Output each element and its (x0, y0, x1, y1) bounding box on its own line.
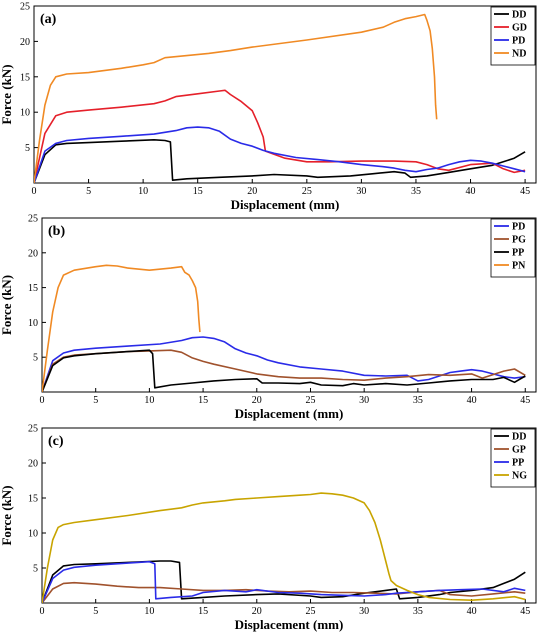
x-tick-label: 15 (198, 606, 208, 617)
chart-panel-1: 0 5 10 15 20 25 30 35 40 45510152025Displacement … (0, 2, 537, 212)
y-tick-label: 10 (28, 529, 38, 540)
y-tick-label: 5 (33, 564, 38, 575)
x-tick-label: 35 (411, 186, 421, 197)
x-tick-label: 10 (144, 395, 154, 406)
y-tick-label: 20 (28, 248, 38, 259)
x-tick-label: 10 (144, 606, 154, 617)
x-tick-label: 10 (138, 186, 148, 197)
series-group (42, 492, 526, 603)
x-tick-label: 20 (247, 186, 257, 197)
legend-label-dd: DD (512, 10, 526, 21)
chart-panel-2: 0 5 10 15 20 25 30 35 40 45510152025Displacement … (0, 214, 537, 421)
y-tick-label: 5 (25, 143, 30, 154)
x-tick-label: 5 (93, 395, 98, 406)
x-tick-label: 45 (520, 186, 530, 197)
legend-box (490, 428, 536, 488)
y-axis-title: Force (kN) (0, 64, 14, 124)
chart-panel-3: 0 5 10 15 20 25 30 35 40 45510152025Displacement … (0, 424, 537, 632)
legend-label-pd: PD (512, 36, 525, 47)
legend-label-dd: DD (512, 432, 526, 443)
legend-box (490, 218, 536, 278)
x-tick-label: 25 (305, 606, 315, 617)
series-line-pd (34, 126, 526, 183)
x-tick-label: 5 (93, 606, 98, 617)
y-tick-label: 20 (28, 459, 38, 470)
plot-frame (41, 427, 537, 604)
plot-frame (33, 5, 537, 184)
y-axis-title: Force (kN) (0, 485, 14, 545)
series-line-pg (42, 349, 526, 392)
x-tick-label: 35 (413, 395, 423, 406)
panel-label: (c) (48, 434, 64, 449)
x-axis-title: Displacement (mm) (235, 406, 344, 421)
y-axis-title: Force (kN) (0, 275, 14, 335)
x-tick-label: 35 (413, 606, 423, 617)
y-tick-label: 25 (28, 214, 38, 225)
y-tick-label: 15 (28, 283, 38, 294)
y-tick-label: 15 (28, 494, 38, 505)
x-tick-label: 45 (520, 606, 530, 617)
x-tick-label: 30 (359, 395, 369, 406)
plot-frame (41, 217, 537, 393)
x-tick-label: 40 (467, 395, 477, 406)
legend: PD PG PP PN (490, 218, 536, 278)
x-tick-label: 20 (252, 606, 262, 617)
series-line-nd (34, 13, 438, 183)
y-tick-label: 10 (28, 318, 38, 329)
x-tick-label: 15 (193, 186, 203, 197)
series-line-pp (42, 349, 526, 392)
x-axis-title: Displacement (mm) (235, 617, 344, 632)
x-tick-label: 15 (198, 395, 208, 406)
series-group (42, 264, 526, 392)
x-tick-label: 25 (305, 395, 315, 406)
legend-label-pp: PP (512, 458, 524, 469)
series-line-pn (42, 264, 201, 392)
y-tick-label: 15 (20, 72, 30, 83)
legend-label-pn: PN (512, 261, 526, 272)
legend: DD GD PD ND (490, 6, 536, 66)
series-line-gd (34, 89, 526, 183)
legend-label-gp: GP (512, 445, 526, 456)
legend-label-ng: NG (512, 471, 527, 482)
series-line-dd (42, 560, 526, 603)
x-tick-label: 25 (302, 186, 312, 197)
x-tick-label: 0 (32, 186, 37, 197)
x-tick-label: 40 (467, 606, 477, 617)
series-line-pd (42, 336, 526, 392)
series-group (34, 13, 526, 183)
panel-label: (a) (40, 12, 57, 27)
y-tick-label: 20 (20, 37, 30, 48)
x-tick-label: 20 (252, 395, 262, 406)
series-line-gp (42, 581, 526, 603)
x-tick-label: 5 (86, 186, 91, 197)
legend-box (490, 6, 536, 66)
x-tick-label: 40 (466, 186, 476, 197)
x-tick-label: 0 (40, 395, 45, 406)
legend: DD GP PP NG (490, 428, 536, 488)
y-tick-label: 25 (20, 2, 30, 13)
legend-label-gd: GD (512, 23, 527, 34)
x-tick-label: 30 (359, 606, 369, 617)
legend-label-pp: PP (512, 248, 524, 259)
x-tick-label: 0 (40, 606, 45, 617)
series-line-ng (42, 492, 526, 603)
y-tick-label: 25 (28, 424, 38, 435)
legend-label-nd: ND (512, 49, 526, 60)
panel-label: (b) (48, 224, 65, 239)
legend-label-pg: PG (512, 235, 526, 246)
x-tick-label: 45 (520, 395, 530, 406)
x-tick-label: 30 (356, 186, 366, 197)
series-line-dd (34, 139, 526, 183)
series-line-pp (42, 560, 526, 603)
y-tick-label: 10 (20, 108, 30, 119)
y-tick-label: 5 (33, 353, 38, 364)
legend-label-pd: PD (512, 222, 525, 233)
x-axis-title: Displacement (mm) (231, 197, 340, 212)
